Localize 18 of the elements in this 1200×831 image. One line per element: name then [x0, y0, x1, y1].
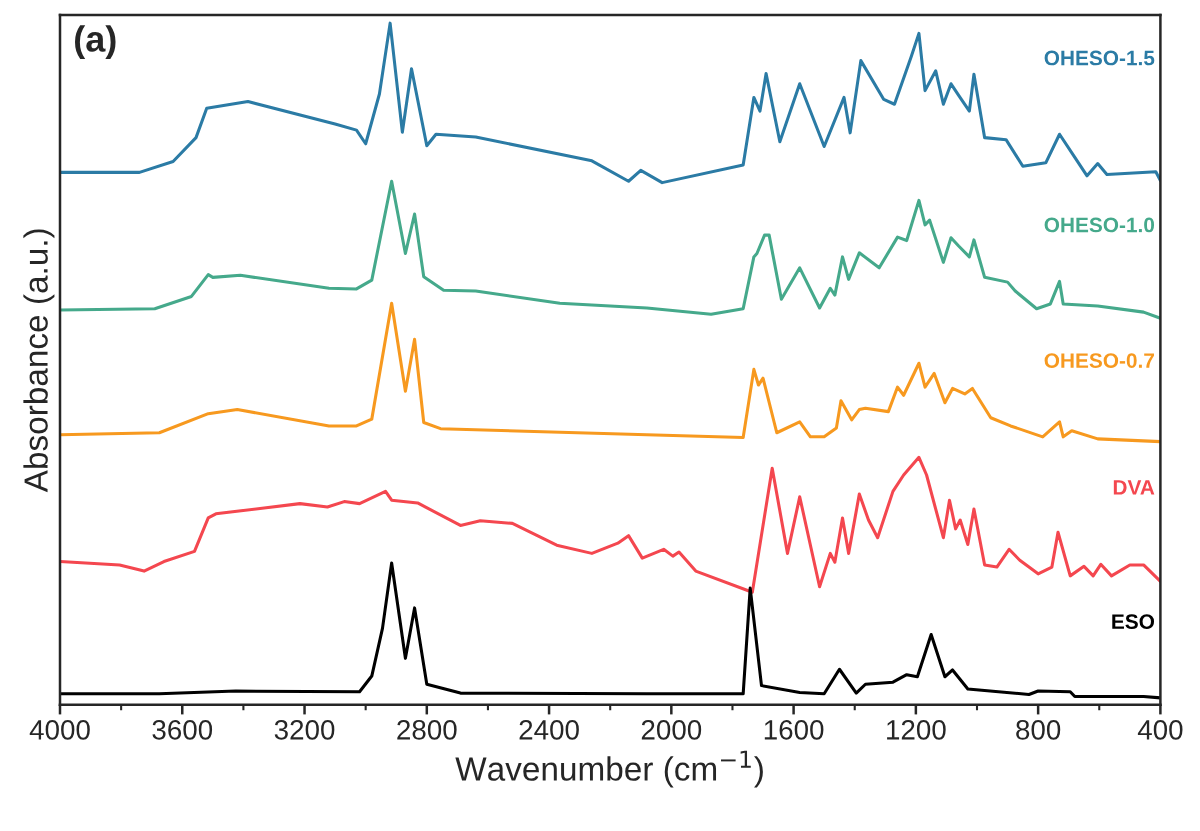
- x-tick-label: 3200: [274, 720, 335, 740]
- text: OHESO-1.5: [1044, 50, 1155, 66]
- x-tick-label: 400: [1137, 720, 1183, 740]
- text: OHESO-1.0: [1044, 217, 1155, 233]
- x-tick-label: 4000: [29, 720, 90, 740]
- x-axis-title: Wavenumber (cm$^{−1}$): [455, 750, 763, 788]
- x-tick-label: 2400: [519, 720, 579, 740]
- x-tick-label: 1200: [887, 720, 946, 740]
- x-tick-label: 2000: [641, 720, 702, 740]
- x-tick-label: 800: [1016, 720, 1061, 740]
- x-tick-label: 2800: [397, 720, 457, 740]
- text: DVA: [1113, 480, 1155, 495]
- y-axis-title: Absorbance (a.u.): [23, 229, 55, 493]
- chart-title: (a): [75, 25, 116, 59]
- x-tick-label: 1600: [764, 720, 824, 740]
- text: OHESO-0.7: [1044, 353, 1154, 368]
- text: ESO: [1112, 614, 1155, 630]
- x-tick-label: 3600: [152, 720, 213, 740]
